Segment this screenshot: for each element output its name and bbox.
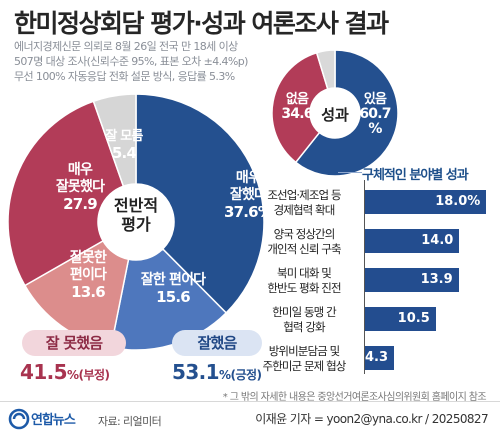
survey-info-line-3: 무선 100% 자동응답 전화 설문 방식, 응답률 5.3% xyxy=(14,70,235,83)
slice-percent: 5.4 xyxy=(111,144,137,162)
bar xyxy=(365,346,394,370)
bar xyxy=(365,190,487,214)
overall-evaluation-title: 전반적 평가 xyxy=(108,196,164,234)
slice-label-no: 없음 34.6 xyxy=(276,92,318,122)
slice-name: 잘한 편이다 xyxy=(140,272,206,288)
page-title: 한미정상회담 평가·성과 여론조사 결과 xyxy=(14,9,389,38)
slice-name: 없음 xyxy=(285,92,309,107)
data-source: 자료: 리얼미터 xyxy=(98,415,162,428)
outcome-title: 성과 xyxy=(310,104,360,125)
positive-total-value: 53.1 xyxy=(172,360,220,384)
overall-evaluation-title-text: 전반적 평가 xyxy=(113,196,159,234)
survey-info-line-2: 507명 대상 조사(신뢰수준 95%, 표본 오차 ±4.4%p) xyxy=(14,55,248,68)
positive-total: 53.1%(긍정) xyxy=(172,360,262,384)
negative-total: 41.5%(부정) xyxy=(20,360,110,384)
slice-label-very-bad: 매우 잘못했다 27.9 xyxy=(50,162,110,213)
outcome-title-text: 성과 xyxy=(321,106,349,124)
positive-pill: 잘했음 xyxy=(172,330,262,356)
bar-value-label: 14.0 xyxy=(421,233,454,248)
bar xyxy=(365,307,436,331)
negative-pill-label: 잘 못했음 xyxy=(45,334,103,352)
slice-percent: 15.6 xyxy=(156,288,191,306)
slice-percent: 13.6 xyxy=(71,283,106,301)
bar-value-label: 13.9 xyxy=(420,272,453,287)
bar-value-label: 10.5 xyxy=(397,311,430,326)
footnote: * 그 밖의 자세한 내용은 중앙선거여론조사심의위원회 홈페이지 참조 xyxy=(222,392,487,403)
bar-axis xyxy=(364,180,365,374)
bar xyxy=(365,268,459,292)
bar xyxy=(365,229,460,253)
slice-percent: 34.6 xyxy=(281,106,313,122)
bar-value-label: 18.0% xyxy=(435,194,481,209)
yonhap-logo: 연합뉴스 xyxy=(8,408,77,430)
slice-label-unknown: 잘 모름 5.4 xyxy=(96,128,152,162)
slice-name: 매우 잘못했다 xyxy=(55,162,105,195)
donut-hole xyxy=(310,88,360,138)
slice-label-bad: 잘못한 편이다 13.6 xyxy=(62,250,114,301)
slice-label-very-good: 매우 잘했다 37.6% xyxy=(214,170,282,221)
bar-category-label: 방위비분담금 및 주한미군 문제 협상 xyxy=(262,344,347,373)
negative-pill: 잘 못했음 xyxy=(22,330,126,356)
bar-category-label: 조선업·제조업 등 경제협력 확대 xyxy=(267,188,341,217)
bar-category-label: 양국 정상간의 개인적 신뢰 구축 xyxy=(267,227,341,256)
donut-hole xyxy=(98,184,174,260)
slice-name: 잘 모름 xyxy=(105,129,143,144)
footer-divider xyxy=(0,401,500,402)
bar-value-label: 4.3 xyxy=(365,350,389,365)
bar-category-label: 한미일 동맹 간 협력 강화 xyxy=(272,305,336,334)
slice-percent: 37.6% xyxy=(223,203,273,221)
bar-chart-title: 구체적인 분야별 성과 xyxy=(362,168,469,183)
slice-name: 잘못한 편이다 xyxy=(69,250,107,283)
slice-label-good: 잘한 편이다 15.6 xyxy=(136,272,210,306)
slice-percent: 27.9 xyxy=(63,195,98,213)
positive-pill-label: 잘했음 xyxy=(197,334,237,352)
negative-total-value: 41.5 xyxy=(20,360,68,384)
survey-info-line-1: 에너지경제신문 의뢰로 8월 26일 전국 만 18세 이상 xyxy=(14,40,238,53)
slice-label-yes: 있음 60.7 % xyxy=(352,92,398,137)
credit-line: 이재윤 기자 = yoon2@yna.co.kr / 20250827 xyxy=(255,412,488,426)
bar-category-label: 북미 대화 및 한반도 평화 진전 xyxy=(267,266,341,295)
slice-percent: 60.7 % xyxy=(359,106,391,137)
logo-text: 연합뉴스 xyxy=(31,412,76,428)
positive-total-unit: %(긍정) xyxy=(218,368,262,382)
negative-total-unit: %(부정) xyxy=(66,368,110,382)
slice-name: 있음 xyxy=(363,92,387,107)
slice-name: 매우 잘했다 xyxy=(229,170,267,203)
subtitle-connector xyxy=(338,172,362,173)
